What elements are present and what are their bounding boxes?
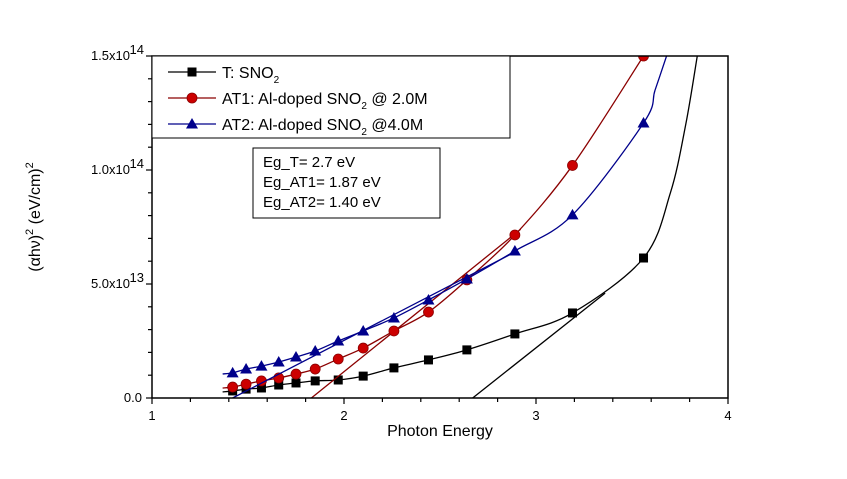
data-point-at1: [388, 325, 400, 337]
data-point-at1: [240, 378, 252, 390]
data-point-at1: [227, 381, 239, 393]
data-point-at2: [332, 335, 345, 346]
legend-label-sub: 2: [361, 127, 367, 138]
y-tick-label: 0.0: [124, 390, 142, 405]
data-point-at2: [240, 363, 253, 374]
y-tick-label: 5.0x10: [91, 276, 130, 291]
x-tick-label: 3: [532, 408, 539, 423]
data-point-at2: [357, 324, 370, 336]
data-point-at2: [272, 355, 285, 367]
y-tick-exponent: 14: [130, 156, 144, 171]
legend-label-sub: 2: [274, 75, 280, 86]
legend-item-at1: AT1: Al-doped SNO2 @ 2.0M: [168, 91, 428, 112]
data-point-t: [310, 376, 320, 386]
legend-label-main: T: SNO: [222, 65, 274, 82]
data-point-at1: [290, 368, 302, 380]
y-title-sup: 2: [24, 229, 36, 235]
legend-label-sub: 2: [361, 101, 367, 112]
y-title-part: (eV/cm): [27, 168, 44, 228]
data-point-at2: [226, 366, 239, 378]
data-point-t: [462, 345, 472, 355]
legend-label-suffix: @ 2.0M: [367, 91, 428, 108]
data-point-at2: [387, 311, 400, 323]
y-tick-label: 1.5x10: [91, 48, 130, 63]
data-point-at2: [255, 360, 268, 371]
data-point-at1: [332, 353, 344, 365]
data-point-at2: [566, 208, 579, 220]
tangent-line-t: [472, 292, 606, 398]
legend-item-t: T: SNO2: [168, 65, 280, 86]
data-point-t: [291, 378, 301, 388]
data-point-t: [256, 383, 266, 393]
legend-label: AT2: Al-doped SNO2 @4.0M: [222, 117, 423, 138]
band-gap-annotation: Eg_T= 2.7 eV Eg_AT1= 1.87 eV Eg_AT2= 1.4…: [252, 147, 441, 219]
data-point-t: [333, 375, 343, 385]
x-tick-label: 1: [148, 408, 155, 423]
legend-label-main: AT1: Al-doped SNO: [222, 91, 361, 108]
annotation-line-eg-at1: Eg_AT1= 1.87 eV: [263, 174, 381, 191]
y-tick-label: 1.0x10: [91, 162, 130, 177]
y-tick-exponent: 13: [130, 270, 144, 285]
annotation-line-eg-at2: Eg_AT2= 1.40 eV: [263, 194, 381, 211]
legend-marker: [187, 67, 197, 77]
tangent-line-at1: [310, 228, 522, 398]
data-point-t: [389, 363, 399, 373]
x-tick-label: 4: [724, 408, 731, 423]
annotation-box: [252, 147, 441, 219]
legend-label-main: AT2: Al-doped SNO: [222, 117, 361, 134]
x-axis-title: Photon Energy: [387, 423, 493, 440]
legend-marker: [186, 92, 198, 104]
legend-label: T: SNO2: [222, 65, 280, 86]
data-point-at1: [309, 363, 321, 375]
legend-label: AT1: Al-doped SNO2 @ 2.0M: [222, 91, 428, 112]
data-point-at2: [460, 272, 473, 284]
data-point-t: [423, 355, 433, 365]
legend-label-suffix: @4.0M: [367, 117, 423, 134]
data-point-t: [639, 253, 649, 263]
data-point-t: [358, 371, 368, 381]
data-point-at2: [637, 117, 650, 128]
legend-marker: [186, 118, 198, 129]
data-point-t: [274, 380, 284, 390]
data-point-t: [567, 308, 577, 318]
data-point-at1: [638, 56, 649, 62]
y-tick-exponent: 14: [130, 42, 144, 57]
data-point-at1: [423, 306, 434, 318]
x-tick-label: 2: [340, 408, 347, 423]
legend-item-at2: AT2: Al-doped SNO2 @4.0M: [168, 117, 423, 138]
data-point-at1: [509, 229, 521, 241]
data-point-at1: [357, 342, 369, 354]
data-point-at2: [290, 350, 302, 362]
series-at1: [222, 56, 649, 398]
data-point-at2: [422, 293, 435, 305]
y-axis: 0.05.0x10 131.0x10 141.5x10 14: [91, 42, 152, 405]
y-title-part: (αhν): [27, 235, 44, 272]
data-point-at2: [508, 244, 521, 256]
x-axis: 1 2 3 4: [148, 398, 732, 423]
plot-area: [222, 56, 698, 398]
series-at2: [222, 56, 668, 398]
y-title-sup: 2: [24, 162, 36, 168]
data-point-at1: [567, 160, 578, 171]
data-point-at2: [309, 345, 322, 356]
data-point-t: [510, 329, 520, 339]
y-axis-title: (αhν)2 (eV/cm)2: [24, 162, 44, 272]
annotation-line-eg-t: Eg_T= 2.7 eV: [263, 154, 355, 171]
